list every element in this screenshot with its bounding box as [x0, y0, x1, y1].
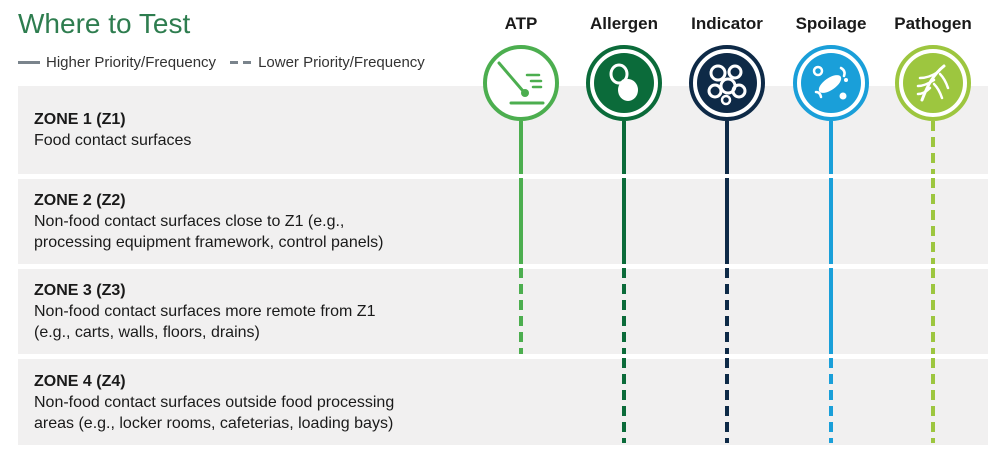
zone-title: ZONE 3 (Z3) — [34, 282, 126, 299]
zone-description: Non-food contact surfaces close to Z1 (e… — [34, 213, 384, 251]
zone-title: ZONE 2 (Z2) — [34, 192, 126, 209]
category-label-indicator: Indicator — [691, 14, 763, 33]
zone-title: ZONE 4 (Z4) — [34, 372, 126, 390]
category-label-allergen: Allergen — [589, 14, 659, 33]
pathogen-icon — [895, 45, 971, 121]
page-title: Where to Test — [18, 8, 191, 39]
dashed-line-swatch — [230, 61, 253, 64]
swab-icon — [483, 45, 559, 121]
bacteria-cluster-icon — [689, 45, 765, 121]
category-label-atp: ATP — [504, 14, 538, 33]
legend-label-lower: Lower Priority/Frequency — [258, 54, 425, 71]
zone-description: Non-food contact surfaces more remote fr… — [34, 303, 376, 341]
zone-description: Food contact surfaces — [34, 132, 192, 149]
legend: Higher Priority/Frequency Lower Priority… — [18, 54, 439, 71]
category-label-pathogen: Pathogen — [894, 14, 972, 33]
legend-item-higher: Higher Priority/Frequency — [18, 54, 216, 71]
legend-label-higher: Higher Priority/Frequency — [46, 54, 217, 71]
zone-title: ZONE 1 (Z1) — [34, 111, 126, 128]
zone-row-3: ZONE 3 (Z3) Non-food contact surfaces mo… — [18, 269, 988, 354]
zone-row-4: ZONE 4 (Z4) Non-food contact surfaces ou… — [18, 359, 988, 445]
legend-item-lower: Lower Priority/Frequency — [230, 54, 425, 71]
zone-row-2: ZONE 2 (Z2) Non-food contact surfaces cl… — [18, 179, 988, 264]
microbes-icon — [793, 45, 869, 121]
category-label-spoilage: Spoilage — [795, 14, 867, 33]
solid-line-swatch — [18, 61, 40, 64]
zone-description: Non-food contact surfaces outside food p… — [34, 393, 395, 432]
peanut-icon — [586, 45, 662, 121]
